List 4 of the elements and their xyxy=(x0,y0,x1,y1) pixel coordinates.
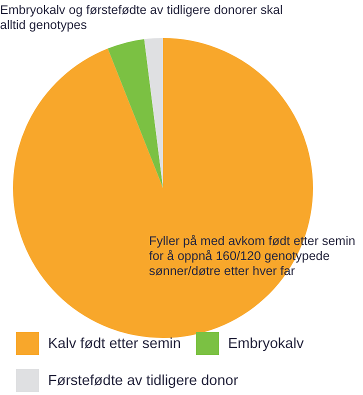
legend-label: Embryokalv xyxy=(228,336,304,352)
legend-label: Kalv født etter semin xyxy=(48,336,181,352)
legend-label: Førstefødte av tidligere donor xyxy=(48,372,238,388)
text: Embryokalv og førstefødte av tidligere donorer skal alltid genotypes xyxy=(0,3,284,33)
